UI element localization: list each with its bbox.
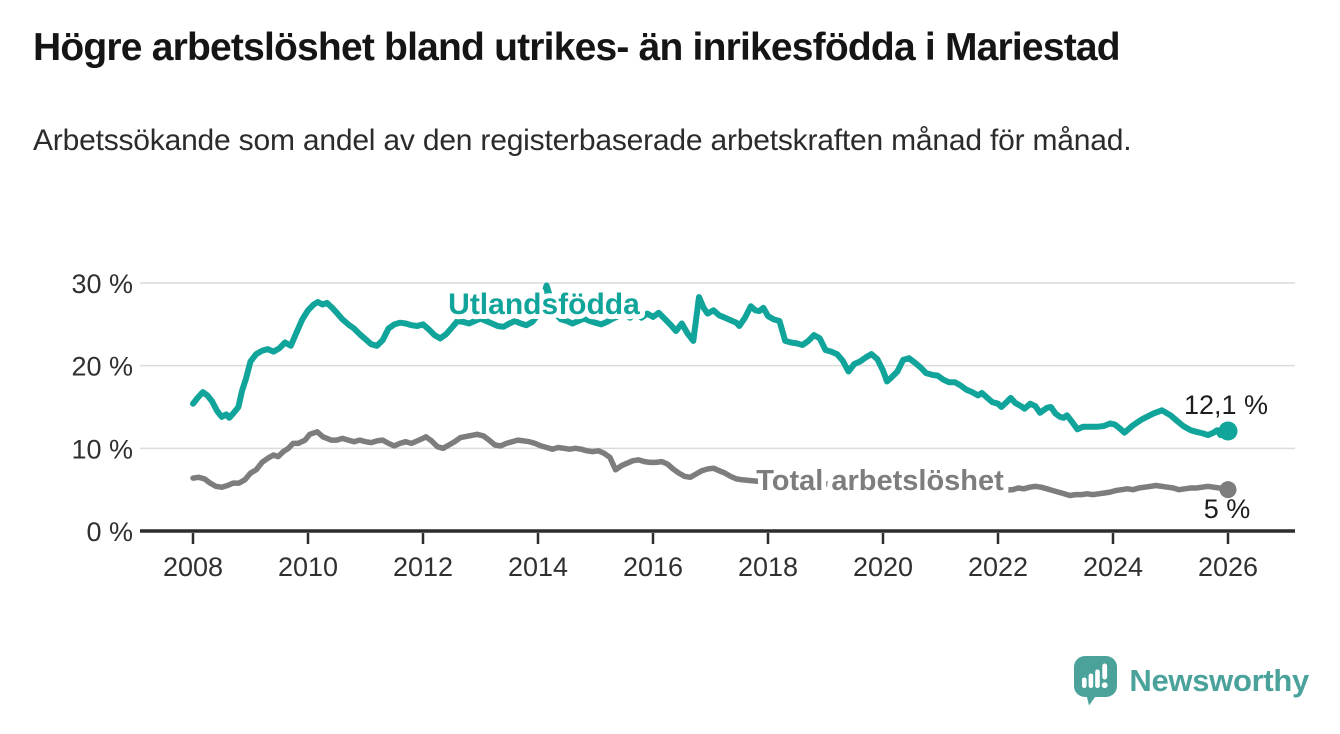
x-tick-label: 2016 (623, 552, 683, 582)
x-tick-label: 2022 (968, 552, 1028, 582)
y-tick-label: 0 % (86, 517, 133, 547)
newsworthy-logo-text: Newsworthy (1129, 662, 1309, 698)
x-tick-label: 2024 (1083, 552, 1143, 582)
x-tick-label: 2010 (278, 552, 338, 582)
x-tick-label: 2026 (1198, 552, 1258, 582)
x-tick-label: 2012 (393, 552, 453, 582)
bar-icon-large (1095, 669, 1101, 688)
series-end-value-label-utlandsfodda: 12,1 % (1184, 390, 1268, 420)
x-tick-label: 2014 (508, 552, 568, 582)
newsworthy-logo-icon (1074, 656, 1118, 706)
series-line-total-arbetsloshet (190, 429, 1231, 499)
bar-icon-small (1082, 677, 1087, 688)
y-tick-label: 30 % (71, 269, 133, 299)
x-tick-label: 2020 (853, 552, 913, 582)
series-label-total-arbetsloshet: Total arbetslöshet (756, 465, 1004, 497)
chart-subtitle: Arbetssökande som andel av den registerb… (33, 124, 1132, 157)
series-end-value-label-total-arbetsloshet: 5 % (1204, 494, 1251, 524)
exclamation-bar-icon (1102, 663, 1108, 680)
series-line-utlandsfodda (190, 282, 1231, 439)
speech-bubble-tail (1086, 693, 1099, 706)
chart-title: Högre arbetslöshet bland utrikes- än inr… (33, 26, 1121, 69)
series-label-utlandsfodda: Utlandsfödda (448, 288, 640, 321)
y-tick-label: 10 % (71, 434, 133, 464)
series-end-dot-utlandsfodda (1218, 421, 1238, 441)
exclamation-dot-icon (1102, 682, 1108, 689)
y-tick-label: 20 % (71, 352, 133, 382)
series-end-dot-total-arbetsloshet (1219, 481, 1237, 499)
bar-icon-medium (1088, 673, 1094, 688)
x-tick-label: 2018 (738, 552, 798, 582)
newsworthy-logo: Newsworthy (1073, 655, 1309, 706)
x-tick-label: 2008 (163, 552, 223, 582)
